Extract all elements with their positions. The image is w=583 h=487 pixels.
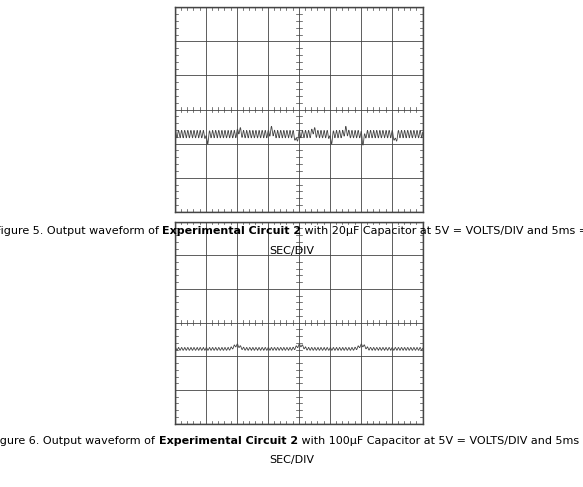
Text: SEC/DIV: SEC/DIV <box>269 246 314 256</box>
Text: with 20μF Capacitor at 5V = VOLTS/DIV and 5ms =: with 20μF Capacitor at 5V = VOLTS/DIV an… <box>301 226 583 237</box>
Text: SEC/DIV: SEC/DIV <box>269 455 314 466</box>
Text: with 100μF Capacitor at 5V = VOLTS/DIV and 5ms =: with 100μF Capacitor at 5V = VOLTS/DIV a… <box>298 436 583 446</box>
Text: Figure 6. Output waveform of: Figure 6. Output waveform of <box>0 436 159 446</box>
Text: Experimental Circuit 2: Experimental Circuit 2 <box>162 226 301 237</box>
Text: Figure 5. Output waveform of: Figure 5. Output waveform of <box>0 226 162 237</box>
Text: Experimental Circuit 2: Experimental Circuit 2 <box>159 436 298 446</box>
